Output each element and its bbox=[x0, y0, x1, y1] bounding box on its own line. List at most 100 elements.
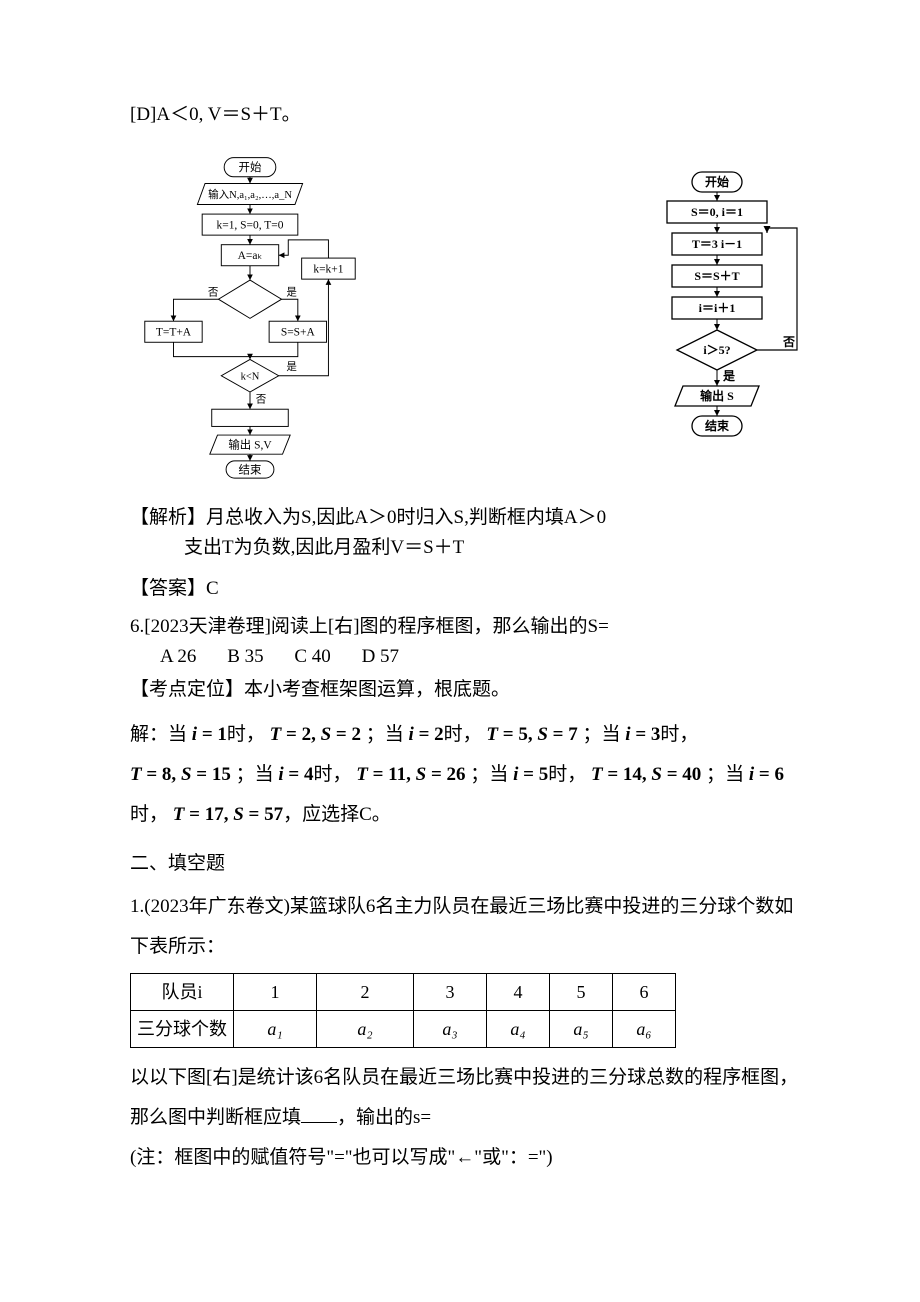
q6-opt-c: C 40 bbox=[294, 646, 330, 667]
flowchart-right: 开始 S＝0, i＝1 T＝3 i－1 S＝S＋T i＝i＋1 i＞5? 否 bbox=[625, 150, 810, 490]
q6-opt-d: D 57 bbox=[362, 646, 399, 667]
fc-r-ipp-label: i＝i＋1 bbox=[699, 301, 736, 315]
q6-stem: 6.[2023天津卷理]阅读上[右]图的程序框图，那么输出的S= bbox=[130, 612, 810, 642]
td-a2: a₂ bbox=[357, 1019, 372, 1039]
fc-l-tpa-label: T=T+A bbox=[156, 327, 192, 339]
sep3: ； bbox=[236, 764, 255, 785]
Seq6: = 57 bbox=[244, 804, 283, 825]
td-label: 三分球个数 bbox=[131, 1010, 234, 1047]
S2: S bbox=[537, 724, 548, 745]
S1: S bbox=[321, 724, 332, 745]
S5: S bbox=[651, 764, 662, 785]
table-row-data: 三分球个数 a₁ a₂ a₃ a₄ a₅ a₆ bbox=[131, 1010, 676, 1047]
flowchart-right-svg: 开始 S＝0, i＝1 T＝3 i－1 S＝S＋T i＝i＋1 i＞5? 否 bbox=[625, 156, 810, 456]
Seq4: = 26 bbox=[426, 764, 465, 785]
fillq1-stem: 1.(2023年广东卷文)某篮球队6名主力队员在最近三场比赛中投进的三分球个数如… bbox=[130, 887, 810, 967]
when6: 时， bbox=[130, 804, 168, 825]
Teq6: = 17, bbox=[184, 804, 233, 825]
Teq1: = 2, bbox=[281, 724, 320, 745]
option-d-line: [D]A＜0, V＝S＋T。 bbox=[130, 100, 810, 130]
explanation-line1: 【解析】月总收入为S,因此A＞0时归入S,判断框内填A＞0 bbox=[130, 503, 810, 533]
q6-options: A 26 B 35 C 40 D 57 bbox=[130, 642, 810, 672]
flowchart-left: 开始 输入N,a₁,a₂,…,a_N k=1, S=0, T=0 A=aₖ k=… bbox=[130, 150, 370, 490]
kaodian-text: 本小考查框架图运算，根底题。 bbox=[244, 679, 510, 700]
dang3: 当 bbox=[602, 724, 621, 745]
solve-dang: 当 bbox=[168, 724, 187, 745]
eq1: = bbox=[197, 724, 217, 745]
solve-prefix: 解： bbox=[130, 724, 168, 745]
fc-l-end-label: 结束 bbox=[239, 464, 262, 477]
section2-title: 二、填空题 bbox=[130, 849, 810, 879]
Seq2: = 7 bbox=[548, 724, 578, 745]
answer-label: 【答案】 bbox=[130, 578, 206, 599]
eq5: = bbox=[518, 764, 538, 785]
td-a1: a₁ bbox=[267, 1019, 282, 1039]
kaodian-line: 【考点定位】本小考查框架图运算，根底题。 bbox=[130, 675, 810, 705]
fillq1-after1b: ，输出的s= bbox=[337, 1107, 431, 1128]
document-page: [D]A＜0, V＝S＋T。 开始 输入N,a₁,a₂,…,a_N bbox=[0, 0, 920, 1302]
th-4: 4 bbox=[487, 973, 550, 1010]
v1: 1 bbox=[217, 724, 227, 745]
T2: T bbox=[486, 724, 498, 745]
th-2: 2 bbox=[317, 973, 414, 1010]
flowchart-row: 开始 输入N,a₁,a₂,…,a_N k=1, S=0, T=0 A=aₖ k=… bbox=[130, 150, 810, 490]
fc-r-start-label: 开始 bbox=[705, 174, 729, 189]
dang4: 当 bbox=[255, 764, 274, 785]
v5: 5 bbox=[539, 764, 549, 785]
sep1: ； bbox=[366, 724, 385, 745]
eq3: = bbox=[631, 724, 651, 745]
fc-r-s-label: S＝S＋T bbox=[694, 269, 739, 283]
T1: T bbox=[270, 724, 282, 745]
Teq2: = 5, bbox=[498, 724, 537, 745]
S4: S bbox=[416, 764, 427, 785]
flowchart-left-svg: 开始 输入N,a₁,a₂,…,a_N k=1, S=0, T=0 A=aₖ k=… bbox=[130, 150, 370, 480]
fc-l-out-label: 输出 S,V bbox=[228, 438, 272, 452]
explanation-line1-text: 月总收入为S,因此A＞0时归入S,判断框内填A＞0 bbox=[206, 507, 606, 528]
th-1: 1 bbox=[234, 973, 317, 1010]
fc-r-out-label: 输出 S bbox=[700, 388, 734, 403]
T4: T bbox=[356, 764, 368, 785]
T6: T bbox=[173, 804, 185, 825]
td-a5: a₅ bbox=[573, 1019, 588, 1039]
fc-l-assignA-label: A=aₖ bbox=[238, 250, 263, 262]
th-0: 队员i bbox=[131, 973, 234, 1010]
fc-l-dec2-yes: 是 bbox=[286, 361, 297, 373]
explanation-line2: 支出T为负数,因此月盈利V＝S＋T bbox=[130, 533, 810, 563]
fc-l-input-label: 输入N,a₁,a₂,…,a_N bbox=[208, 188, 292, 201]
explanation-label: 【解析】 bbox=[130, 507, 206, 528]
eq2: = bbox=[414, 724, 434, 745]
answer-value: C bbox=[206, 578, 219, 599]
when4: 时， bbox=[313, 764, 351, 785]
when3: 时， bbox=[660, 724, 698, 745]
eq6: = bbox=[754, 764, 774, 785]
answer-line: 【答案】C bbox=[130, 574, 810, 604]
q6-opt-b: B 35 bbox=[227, 646, 263, 667]
fc-r-init-label: S＝0, i＝1 bbox=[691, 205, 743, 219]
dang2: 当 bbox=[385, 724, 404, 745]
fc-r-dec-yes: 是 bbox=[722, 369, 736, 383]
S6: S bbox=[233, 804, 244, 825]
score-table: 队员i 1 2 3 4 5 6 三分球个数 a₁ a₂ a₃ a₄ a₅ a₆ bbox=[130, 973, 676, 1048]
fillq1-note: (注：框图中的赋值符号"="也可以写成"←"或"：=") bbox=[130, 1138, 810, 1178]
when5: 时， bbox=[548, 764, 586, 785]
td-a4: a₄ bbox=[510, 1019, 525, 1039]
td-a3: a₃ bbox=[442, 1019, 457, 1039]
solve-tail: ，应选择C。 bbox=[283, 804, 391, 825]
fc-l-dec1-no: 否 bbox=[208, 287, 219, 299]
S3: S bbox=[181, 764, 192, 785]
th-5: 5 bbox=[550, 973, 613, 1010]
fillq1-after1: 以以下图[右]是统计该6名队员在最近三场比赛中投进的三分球总数的程序框图，那么图… bbox=[130, 1067, 798, 1128]
Seq5: = 40 bbox=[662, 764, 701, 785]
v3: 3 bbox=[651, 724, 661, 745]
T3: T bbox=[130, 764, 142, 785]
fc-l-spa-label: S=S+A bbox=[281, 327, 316, 339]
th-6: 6 bbox=[613, 973, 676, 1010]
q6-opt-a: A 26 bbox=[160, 646, 196, 667]
fc-l-dec1-yes: 是 bbox=[286, 287, 297, 299]
sep5: ； bbox=[706, 764, 725, 785]
Teq5: = 14, bbox=[603, 764, 652, 785]
Teq4: = 11, bbox=[368, 764, 416, 785]
when2: 时， bbox=[444, 724, 482, 745]
fc-l-init-label: k=1, S=0, T=0 bbox=[217, 220, 284, 232]
table-row-header: 队员i 1 2 3 4 5 6 bbox=[131, 973, 676, 1010]
